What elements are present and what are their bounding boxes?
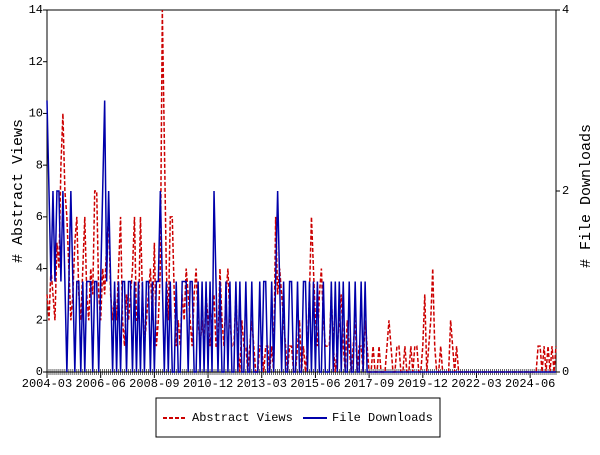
x-tick-label: 2017-09	[344, 377, 394, 391]
y2-axis-label: # File Downloads	[578, 124, 595, 268]
x-tick-label: 2006-06	[75, 377, 125, 391]
y-tick-label: 0	[36, 365, 43, 379]
x-tick-label: 2024-06	[505, 377, 555, 391]
legend-label: File Downloads	[332, 411, 433, 425]
y2-tick-label: 2	[562, 184, 569, 198]
y-axis-label: # Abstract Views	[10, 119, 27, 263]
x-tick-label: 2008-09	[129, 377, 179, 391]
x-tick-label: 2022-03	[451, 377, 501, 391]
legend	[155, 397, 441, 438]
series-line	[46, 9, 557, 373]
x-tick-label: 2010-12	[183, 377, 233, 391]
y-tick-label: 8	[36, 158, 43, 172]
y-tick-label: 6	[36, 210, 43, 224]
y-tick-label: 2	[36, 313, 43, 327]
y-tick-label: 14	[29, 3, 43, 17]
y2-tick-label: 4	[562, 3, 569, 17]
x-tick-label: 2013-03	[237, 377, 287, 391]
y-tick-label: 12	[29, 55, 43, 69]
x-tick-label: 2015-06	[290, 377, 340, 391]
x-tick-label: 2019-12	[398, 377, 448, 391]
y2-tick-label: 0	[562, 365, 569, 379]
y-tick-label: 4	[36, 262, 43, 276]
series-line	[46, 100, 556, 373]
y-tick-label: 10	[29, 107, 43, 121]
plot-frame	[46, 9, 557, 373]
legend-label: Abstract Views	[192, 411, 293, 425]
x-tick-label: 2004-03	[22, 377, 72, 391]
